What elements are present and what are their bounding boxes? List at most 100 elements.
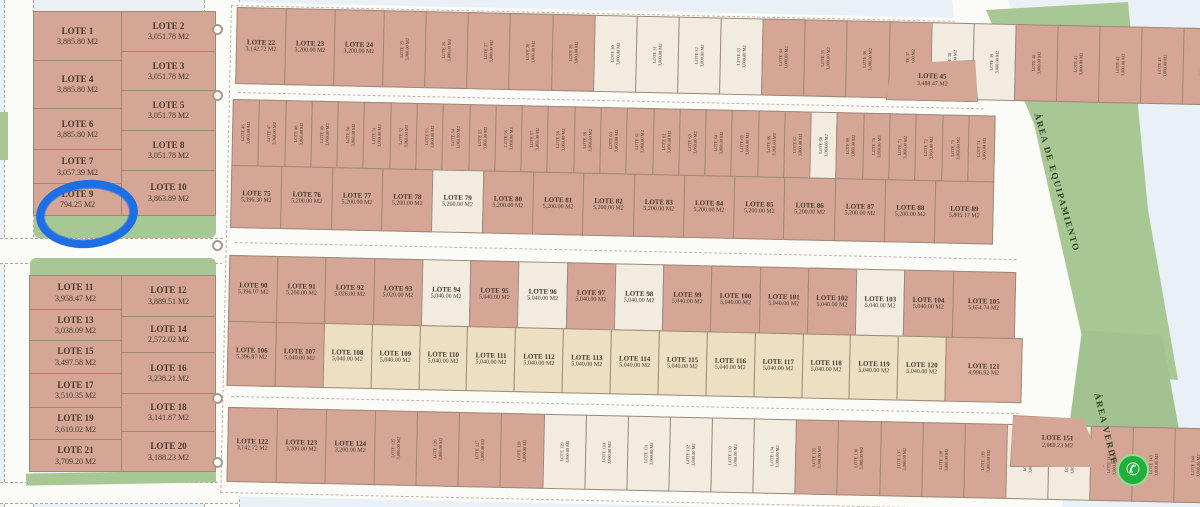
lot-area: 3,000.00 M2	[530, 40, 537, 64]
lot-area: 5,200.00 M2	[542, 204, 574, 211]
lot: LOTE 20 3,188.23 M2	[121, 431, 216, 472]
lot-area: 5,200.00 M2	[643, 206, 675, 213]
lot-area: 3,038.09 M2	[54, 326, 97, 336]
lot-vertical-text: LOTE 73 3,060.00 M2	[950, 137, 961, 160]
lot-vertical-text: LOTE 69 3,060.00 M2	[845, 135, 856, 158]
lot: LOTE 108 5,040.00 M2	[322, 322, 373, 390]
lot-area: 5,200.00 M2	[894, 211, 926, 219]
lot: LOTE 88 5,200.00 M2	[883, 179, 937, 244]
lot: LOTE 3 3,051.78 M2	[121, 50, 216, 92]
lot-area: 3,000.00 M2	[446, 38, 452, 62]
lot-label: LOTE 8	[152, 139, 185, 150]
lot: LOTE 16 3,238.21 M2	[121, 352, 216, 394]
lot-vertical-text: LOTE 51 3,060.00 M2	[372, 124, 383, 147]
lot: LOTE 73 3,060.00 M2	[940, 114, 970, 183]
lot: LOTE 92 5,026.00 M2	[324, 257, 376, 326]
road-node	[212, 457, 223, 468]
lot-area: 5,040.00 M2	[427, 358, 459, 366]
lot: LOTE 126 3,000.00 M2	[415, 411, 461, 487]
lot: LOTE 21 3,709.20 M2	[29, 439, 122, 472]
lot: LOTE 121 4,996.92 M2	[944, 336, 1023, 404]
lot: LOTE 10 3,863.89 M2	[121, 169, 216, 216]
lot-area: 5,396.30 M2	[240, 197, 272, 205]
lot-vertical-text: LOTE 74 3,060.00 M2	[976, 137, 987, 160]
lot: LOTE 139 3,000.00 M2	[963, 422, 1008, 499]
lot-area: 3,060.00 M2	[245, 121, 251, 145]
lot-vertical-text: LOTE 68 3,060.00 M2	[818, 134, 829, 157]
lot: LOTE 63 3,060.00 M2	[678, 108, 707, 177]
lot-vertical-text: LOTE 67 3,060.00 M2	[792, 133, 803, 156]
lot-vertical-text: LOTE 31 3,000.00 M2	[652, 43, 663, 66]
lot-area: 3,200.00 M2	[343, 48, 375, 56]
lot-area: 5,040.00 M2	[571, 361, 603, 369]
lot-label: LOTE 12	[150, 285, 187, 296]
lot: LOTE 130 3,000.00 M2	[584, 414, 629, 491]
lot: LOTE 48 3,060.00 M2	[283, 100, 313, 168]
lot-area: 3,060.00 M2	[403, 124, 409, 148]
lot: LOTE 25 3,000.00 M2	[382, 10, 427, 89]
lot-vertical-text: LOTE 132 3,000.00 M2	[685, 443, 696, 466]
lot: LOTE 46 3,060.00 M2	[231, 98, 261, 167]
lot: LOTE 70 3,060.00 M2	[861, 112, 891, 181]
lot-vertical-text: LOTE 138 3,000.00 M2	[938, 449, 949, 472]
lot: LOTE 66 3,060.00 M2	[756, 110, 786, 179]
lot-label: LOTE 5	[152, 100, 185, 111]
lot: LOTE 96 5,040.00 M2	[517, 261, 568, 330]
lot-area: 5,040.00 M2	[719, 299, 751, 307]
lot-area: 5,040.00 M2	[575, 296, 607, 304]
lot: LOTE 114 5,040.00 M2	[609, 329, 660, 396]
lot: LOTE 22 3,142.72 M2	[235, 7, 287, 86]
lot: LOTE 144 3,000.00 M2	[1173, 427, 1200, 504]
lot-vertical-text: LOTE 64 3,060.00 M2	[713, 132, 724, 155]
lot-area: 3,000.00 M2	[572, 41, 579, 65]
road-node	[212, 90, 223, 101]
whatsapp-button[interactable]: ✆	[1117, 454, 1149, 486]
lot-area: 3,060.00 M2	[981, 137, 987, 161]
lot: LOTE 89 5,805.17 M2	[934, 180, 995, 245]
lot-vertical-text: LOTE 57 3,060.00 M2	[529, 128, 540, 151]
lot: LOTE 82 5,200.00 M2	[582, 172, 635, 237]
lot: LOTE 9 794.25 M2	[33, 183, 122, 216]
lot: LOTE 98 5,040.00 M2	[613, 263, 665, 332]
lot: LOTE 60 3,060.00 M2	[599, 106, 628, 175]
lot: LOTE 12 3,889.51 M2	[121, 275, 216, 317]
lot: LOTE 76 5,200.00 M2	[280, 166, 334, 231]
lot: LOTE 34 3,000.00 M2	[761, 18, 806, 97]
lot: LOTE 65 3,060.00 M2	[730, 109, 760, 178]
lot-area: 3,000.00 M2	[690, 443, 696, 466]
lot-area: 5,200.00 M2	[794, 209, 826, 217]
lot-area: 5,040.00 M2	[430, 293, 462, 301]
lot-vertical-text: LOTE 46 3,060.00 M2	[240, 121, 251, 144]
lot-area: 3,200.00 M2	[334, 447, 366, 455]
lot-vertical-text: LOTE 50 3,060.00 M2	[345, 124, 356, 147]
lot-area: 3,000.00 M2	[943, 448, 949, 472]
lot: LOTE 119 5,040.00 M2	[848, 334, 900, 401]
left-block-bottom-col2: LOTE 12 3,889.51 M2 LOTE 14 2,572.02 M2 LOTE…	[121, 275, 216, 472]
lot-area: 3,060.00 M2	[849, 134, 856, 158]
lot: LOTE 133 3,000.00 M2	[710, 417, 756, 494]
lot-area: 3,060.00 M2	[902, 135, 908, 159]
lot: LOTE 43 3,000.00 M2	[1140, 26, 1185, 105]
lot: LOTE 105 5,654.74 M2	[951, 270, 1017, 340]
lot-area: 3,709.20 M2	[54, 456, 97, 466]
lot-area: 3,060.00 M2	[587, 128, 593, 152]
lot-area: 5,040.00 M2	[666, 363, 698, 371]
lot-area: 5,200.00 M2	[492, 202, 524, 210]
lot-label: LOTE 10	[150, 182, 187, 193]
lot-area: 3,000.00 M2	[858, 446, 865, 470]
green-sliver-left	[0, 112, 8, 160]
lot-area: 3,000.00 M2	[614, 42, 621, 66]
lot: LOTE 129 3,000.00 M2	[541, 413, 587, 490]
lot-area: 3,060.00 M2	[718, 131, 724, 155]
lot: LOTE 55 3,060.00 M2	[467, 104, 497, 172]
lot-area: 3,060.00 M2	[692, 131, 698, 154]
lot-area: 5,200.00 M2	[743, 208, 775, 216]
lot-area: 3,142.72 M2	[236, 445, 268, 453]
lot-area: 3,051.78 M2	[147, 151, 190, 161]
lot: LOTE 30 3,000.00 M2	[592, 14, 638, 93]
lot-area: 3,060.00 M2	[771, 132, 777, 156]
lot: LOTE 11 3,958.47 M2	[29, 275, 122, 311]
top-lot-row: LOTE 22 3,142.72 M2 LOTE 23 3,200.00 M2 LOTE…	[235, 7, 1200, 106]
lot-area: 3,238.21 M2	[147, 373, 190, 383]
